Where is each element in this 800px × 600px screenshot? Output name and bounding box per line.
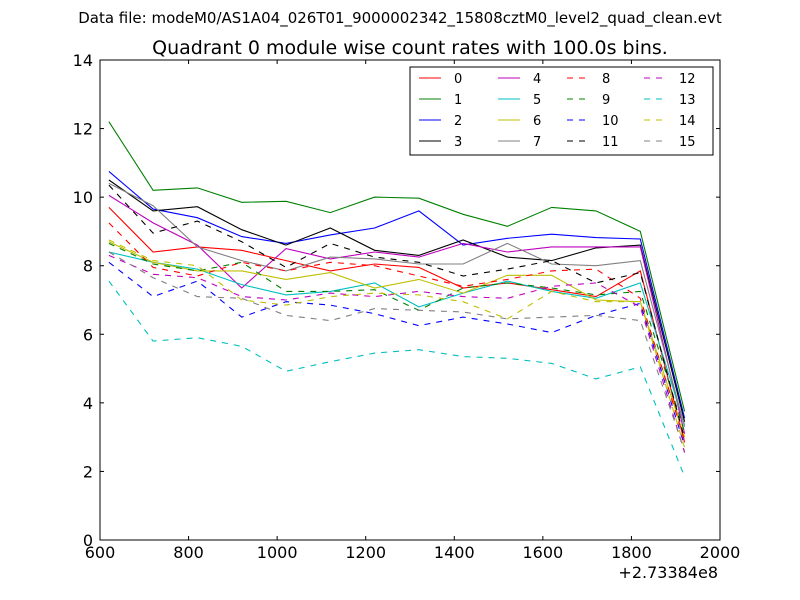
series-13-line <box>108 280 686 477</box>
legend-frame <box>409 66 714 156</box>
x-tick-label: 1600 <box>522 543 563 562</box>
legend-label-12: 12 <box>679 72 696 87</box>
x-tick-label: 1800 <box>611 543 652 562</box>
tick-layer: 600 800 1000 1200 1400 1600 1800 20000246810121… <box>73 51 741 562</box>
legend-label-10: 10 <box>602 114 619 129</box>
x-offset-label: +2.73384e8 <box>618 563 718 582</box>
chart-suptitle: Data file: modeM0/AS1A04_026T01_90000023… <box>78 9 722 28</box>
legend-label-13: 13 <box>679 93 696 108</box>
x-tick-label: 1000 <box>257 543 298 562</box>
legend-label-14: 14 <box>679 114 696 129</box>
series-14-line <box>108 239 686 448</box>
series-4-line <box>108 194 686 434</box>
y-tick-label: 8 <box>83 257 93 276</box>
series-3-line <box>108 179 686 422</box>
legend-label-11: 11 <box>602 135 619 150</box>
x-tick-label: 800 <box>173 543 204 562</box>
x-tick-label: 2000 <box>700 543 741 562</box>
y-tick-label: 2 <box>83 462 93 481</box>
series-9-line <box>108 242 686 433</box>
legend-label-7: 7 <box>533 135 541 150</box>
legend-label-8: 8 <box>602 72 610 87</box>
series-10-line <box>108 261 686 446</box>
series-layer <box>108 121 686 477</box>
series-12-line <box>108 254 686 453</box>
chart-title: Quadrant 0 module wise count rates with … <box>152 37 668 59</box>
legend-label-5: 5 <box>533 93 541 108</box>
legend-label-2: 2 <box>454 114 462 129</box>
legend-label-4: 4 <box>533 72 541 87</box>
x-tick-label: 1400 <box>434 543 475 562</box>
y-tick-label: 10 <box>73 188 93 207</box>
x-tick-label: 1200 <box>345 543 386 562</box>
series-8-line <box>108 222 686 441</box>
legend-label-15: 15 <box>679 135 696 150</box>
legend-label-6: 6 <box>533 114 541 129</box>
series-2-line <box>108 170 686 419</box>
y-tick-label: 6 <box>83 325 93 344</box>
series-5-line <box>108 251 686 426</box>
legend-label-1: 1 <box>454 93 462 108</box>
y-tick-label: 0 <box>83 531 93 550</box>
series-7-line <box>108 182 686 428</box>
x-tick-label: 600 <box>85 543 116 562</box>
series-0-line <box>108 207 686 443</box>
y-tick-label: 4 <box>83 394 93 413</box>
series-15-line <box>108 251 686 452</box>
legend-label-3: 3 <box>454 135 462 150</box>
y-tick-label: 14 <box>73 51 93 70</box>
plot-frame <box>99 59 721 541</box>
y-tick-label: 12 <box>73 120 93 139</box>
series-1-line <box>108 121 686 412</box>
series-6-line <box>108 241 686 438</box>
legend-label-9: 9 <box>602 93 610 108</box>
series-11-line <box>108 184 686 440</box>
legend-label-0: 0 <box>454 72 462 87</box>
